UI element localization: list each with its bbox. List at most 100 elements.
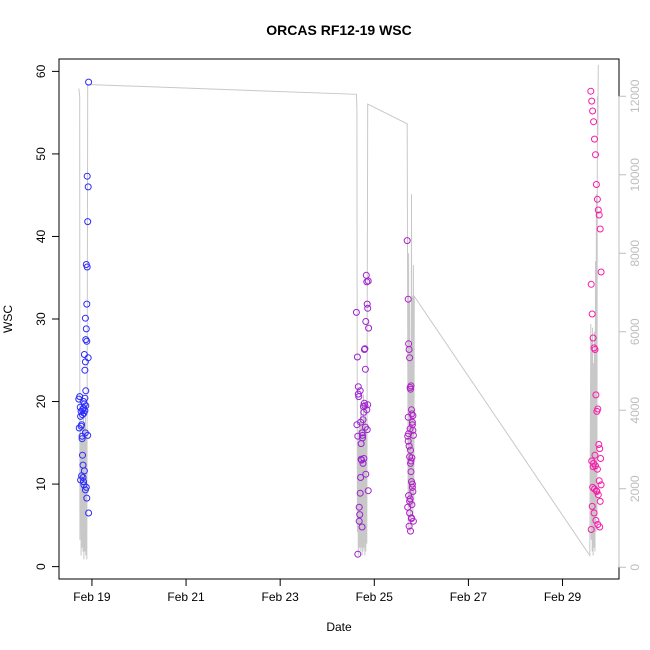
data-point [597, 481, 605, 489]
data-point [82, 336, 90, 344]
data-point [407, 382, 415, 390]
data-point [404, 295, 412, 303]
y-tick-label: 20 [34, 395, 48, 409]
data-point [363, 300, 371, 308]
data-point [80, 478, 87, 486]
y-axis-right: 0 2000 4000 6000 8000 10000 12000 [618, 79, 642, 571]
y2-tick-label: 10000 [628, 158, 642, 192]
x-axis: Feb 19 Feb 21 Feb 23 Feb 25 Feb 27 Feb 29 [73, 578, 582, 604]
data-point [81, 366, 89, 374]
data-point [403, 237, 411, 245]
data-point [84, 218, 92, 226]
data-point [84, 431, 92, 439]
data-point [364, 277, 372, 285]
data-point [591, 451, 599, 459]
altitude-line-layer [78, 64, 599, 560]
data-point [357, 440, 365, 448]
data-point [589, 334, 597, 342]
data-point [592, 516, 600, 524]
data-point [358, 523, 366, 531]
data-point [407, 527, 414, 535]
data-point [596, 225, 604, 233]
data-point [587, 280, 595, 288]
data-point [408, 483, 416, 491]
data-point [82, 387, 90, 395]
plot-frame [58, 58, 620, 580]
altitude-line-0 [78, 64, 599, 560]
data-point [591, 135, 598, 143]
data-point [354, 550, 362, 558]
y2-tick-label: 12000 [628, 79, 642, 113]
data-point [409, 412, 417, 420]
data-point [353, 353, 361, 361]
data-point [589, 107, 597, 115]
data-point [364, 304, 372, 312]
data-point [406, 425, 414, 433]
y-axis-label: WSC [1, 305, 15, 333]
data-point [596, 523, 604, 531]
data-point [364, 487, 372, 495]
data-point [79, 474, 87, 481]
data-point [408, 418, 416, 426]
data-point [409, 488, 417, 495]
data-point [590, 509, 598, 517]
data-point [82, 325, 90, 333]
data-point [354, 383, 362, 391]
data-point [588, 310, 596, 318]
data-point [592, 151, 599, 159]
data-point [360, 399, 368, 407]
data-point [84, 183, 92, 191]
data-point [592, 181, 600, 188]
data-point [595, 477, 603, 485]
data-point [595, 211, 603, 219]
data-point [83, 494, 91, 502]
data-point [78, 421, 86, 429]
data-point [405, 442, 413, 450]
data-point [591, 346, 599, 353]
y2-tick-label: 0 [628, 564, 642, 571]
data-point [83, 337, 91, 345]
data-point [361, 365, 369, 373]
data-point [407, 468, 415, 476]
data-point [405, 346, 413, 353]
data-point [80, 404, 87, 412]
data-point [356, 489, 364, 497]
data-point [357, 474, 365, 481]
data-point [83, 300, 91, 308]
data-point [408, 421, 416, 429]
data-point [83, 172, 91, 180]
data-point [590, 118, 598, 126]
data-point [594, 206, 602, 214]
data-point [80, 351, 88, 358]
data-point [81, 394, 89, 402]
data-point [355, 503, 363, 511]
y-tick-label: 60 [34, 64, 48, 78]
data-point [594, 491, 602, 499]
data-point [354, 390, 362, 398]
data-point [359, 459, 367, 467]
data-point [406, 497, 414, 505]
data-point [85, 509, 93, 517]
data-point [82, 261, 90, 268]
data-point [406, 354, 414, 362]
data-point [588, 502, 596, 510]
data-point [593, 195, 601, 203]
data-point [357, 418, 365, 426]
data-point [597, 268, 605, 276]
y-tick-label: 0 [34, 563, 48, 570]
y2-tick-label: 4000 [628, 397, 642, 424]
data-point [84, 354, 92, 362]
y2-tick-label: 2000 [628, 475, 642, 502]
x-tick-label: Feb 23 [261, 590, 299, 604]
data-point [361, 345, 369, 353]
data-point [354, 432, 362, 440]
y-tick-label: 10 [34, 477, 48, 491]
y-tick-label: 40 [34, 229, 48, 243]
data-point [356, 511, 364, 519]
data-point [85, 78, 93, 86]
data-point [362, 470, 370, 478]
data-point [405, 522, 413, 530]
x-tick-label: Feb 21 [167, 590, 205, 604]
data-point [596, 445, 604, 453]
